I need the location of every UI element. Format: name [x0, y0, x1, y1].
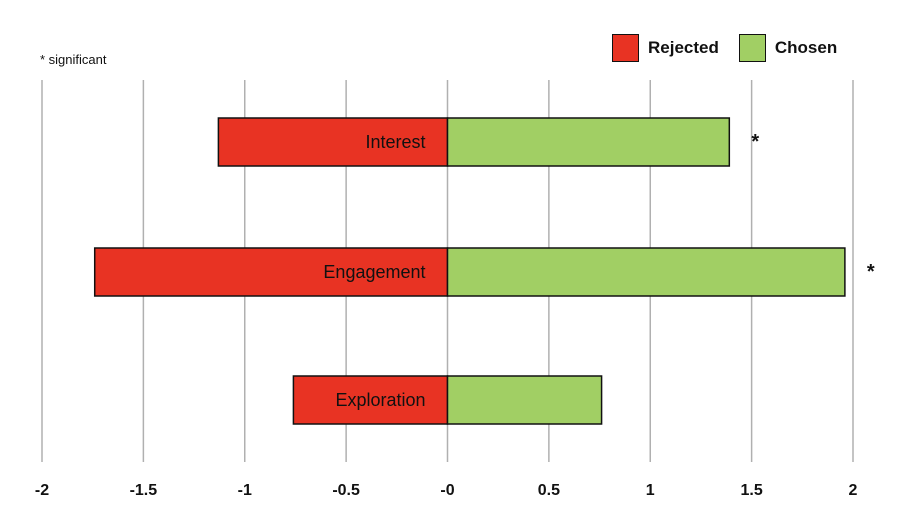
x-tick-label: 2 — [849, 482, 858, 499]
bar-rejected — [217, 117, 449, 167]
x-tick-label: 0.5 — [538, 482, 560, 499]
significance-note: * significant — [40, 52, 107, 67]
legend-item-rejected: Rejected — [612, 34, 719, 62]
x-tick-label: -0.5 — [332, 482, 360, 499]
significance-marker: * — [867, 261, 875, 283]
legend: Rejected Chosen — [612, 34, 857, 62]
x-tick-label: 1.5 — [741, 482, 763, 499]
x-tick-label: 1 — [646, 482, 655, 499]
x-tick-label: -1 — [238, 482, 252, 499]
legend-label-rejected: Rejected — [648, 38, 719, 57]
bar-chosen — [446, 117, 731, 167]
legend-swatch-chosen — [738, 34, 766, 62]
bar-chosen — [446, 375, 603, 425]
category-label: Interest — [365, 132, 425, 152]
x-tick-label: -1.5 — [130, 482, 158, 499]
x-tick-label: -0 — [440, 482, 454, 499]
legend-swatch-rejected — [612, 34, 639, 62]
x-tick-label: -2 — [35, 482, 49, 499]
legend-label-chosen: Chosen — [774, 38, 838, 57]
bar-chosen — [446, 247, 846, 297]
category-label: Exploration — [335, 390, 425, 410]
category-label: Engagement — [323, 262, 425, 282]
legend-item-chosen: Chosen — [738, 34, 838, 62]
significance-marker: * — [751, 131, 759, 153]
